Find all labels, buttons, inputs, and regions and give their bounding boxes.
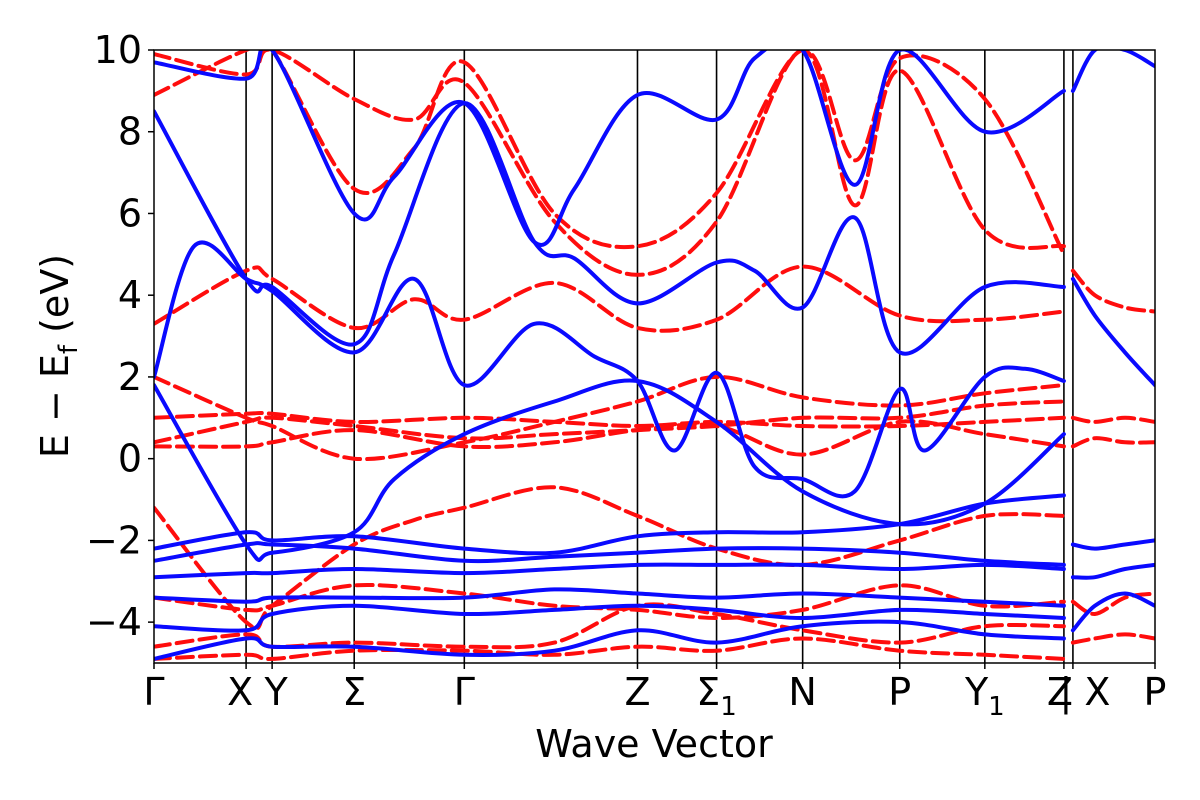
x-tick-label-main: Γ <box>143 670 164 714</box>
x-tick-label-main: X <box>227 670 253 714</box>
band-lines <box>154 50 1155 661</box>
x-tick-label: P <box>888 670 911 714</box>
x-tick-label-subscript: 1 <box>720 692 737 722</box>
solid-band <box>154 541 1066 567</box>
dashed-band <box>1070 436 1155 449</box>
x-tick-label: Σ <box>342 670 366 714</box>
solid-band <box>154 50 1066 247</box>
dashed-band <box>154 485 1066 631</box>
solid-band <box>154 619 1066 661</box>
dashed-band <box>154 419 1066 457</box>
dashed-band <box>154 374 1066 462</box>
x-tick-label-main: Z <box>624 670 650 714</box>
x-tick-label-main: | X <box>1059 670 1110 715</box>
y-tick-label: −2 <box>86 518 142 562</box>
y-tick-label: 0 <box>118 437 142 481</box>
dashed-band <box>154 264 1066 333</box>
solid-band <box>1070 538 1155 551</box>
y-axis-ticks: −4 −2 0 2 4 6 8 10 <box>86 28 154 644</box>
solid-series <box>154 50 1155 661</box>
y-axis-title-main: E − E <box>33 354 77 458</box>
solid-band <box>1070 50 1155 93</box>
x-tick-label: X <box>227 670 253 714</box>
dashed-band <box>1070 591 1155 616</box>
x-tick-label-main: Σ <box>696 670 720 714</box>
y-axis-title: E − Ef (eV) <box>33 254 84 458</box>
x-tick-label-main: Y <box>264 670 289 714</box>
y-tick-label: 6 <box>118 191 142 235</box>
x-tick-label-main: P <box>1144 670 1167 714</box>
solid-band <box>154 587 1066 608</box>
solid-band <box>154 240 1066 499</box>
y-tick-label: 8 <box>118 110 142 154</box>
y-axis-title-unit: (eV) <box>33 254 77 345</box>
x-tick-label: N <box>788 670 816 714</box>
solid-band <box>1070 591 1155 633</box>
dashed-band <box>1070 415 1155 424</box>
dashed-band <box>154 410 1066 429</box>
dashed-band <box>1070 632 1155 645</box>
x-tick-label: P <box>1144 670 1167 714</box>
x-tick-label-main: Y <box>964 670 989 714</box>
dashed-band <box>154 399 1066 445</box>
y-tick-label: 4 <box>118 273 142 317</box>
x-tick-label: Γ <box>454 670 475 714</box>
y-tick-label: 10 <box>94 28 142 72</box>
dashed-band <box>1070 268 1155 314</box>
solid-band <box>154 603 1066 633</box>
x-tick-label-main: Γ <box>454 670 475 714</box>
dashed-series <box>154 50 1155 661</box>
solid-band <box>154 378 1066 563</box>
x-tick-label-main: Σ <box>342 670 366 714</box>
x-tick-label-main: N <box>788 670 816 714</box>
x-tick-label: Z <box>624 670 650 714</box>
x-tick-label-main: P <box>888 670 911 714</box>
y-axis-title-subscript: f <box>54 344 84 354</box>
x-tick-label: Y1 <box>964 670 1005 722</box>
x-tick-label-main: Z <box>1047 670 1073 714</box>
x-axis-title: Wave Vector <box>535 722 773 766</box>
x-tick-label: Z <box>1047 670 1073 714</box>
x-tick-label: Σ1 <box>696 670 737 722</box>
high-symmetry-lines <box>245 50 1074 663</box>
solid-band <box>1070 562 1155 580</box>
solid-band <box>154 101 1066 356</box>
x-tick-label: | X <box>1059 670 1110 715</box>
plot-frame <box>153 49 1156 664</box>
x-tick-label: Γ <box>143 670 164 714</box>
y-tick-label: 2 <box>118 355 142 399</box>
y-tick-label: −4 <box>86 600 142 644</box>
dashed-band <box>154 636 1066 661</box>
x-tick-label: Y <box>264 670 289 714</box>
dashed-band <box>154 50 1066 277</box>
solid-band <box>154 562 1066 580</box>
solid-band <box>1070 276 1155 388</box>
x-tick-label-subscript: 1 <box>988 692 1005 722</box>
